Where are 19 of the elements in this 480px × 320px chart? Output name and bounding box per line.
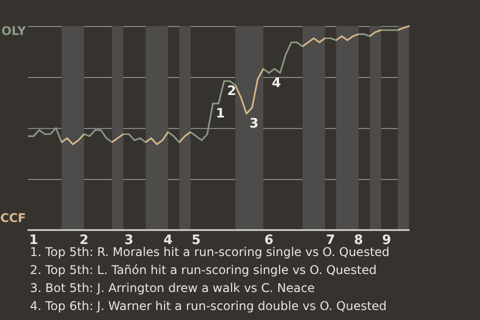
x-tick-label: 7 [326, 233, 336, 248]
text: 3. Bot 5th: J. Arrington drew a walk vs C. Neace [30, 281, 315, 295]
text: CCF [0, 211, 26, 225]
x-tick-label: 8 [354, 233, 364, 248]
x-tick-label: 9 [382, 233, 392, 248]
annotation: 4 [272, 76, 281, 91]
annotation: 2 [227, 84, 236, 100]
text: OLY [1, 24, 26, 38]
text: 2. Top 5th: L. Tañón hit a run-scoring single vs O. Quested [30, 263, 377, 277]
x-tick-label: 3 [124, 233, 134, 248]
x-tick-label: 1 [29, 233, 38, 248]
x-tick-label: 5 [192, 233, 201, 248]
annotation: 3 [250, 116, 259, 132]
x-tick-label: 4 [164, 233, 173, 248]
x-tick-label: 2 [80, 233, 89, 248]
annotation: 1 [216, 106, 225, 122]
text: 1. Top 5th: R. Morales hit a run-scoring single vs O. Quested [30, 245, 390, 259]
text: 4. Top 6th: J. Warner hit a run-scoring double vs O. Quested [30, 299, 387, 313]
x-tick-label: 6 [264, 233, 274, 248]
